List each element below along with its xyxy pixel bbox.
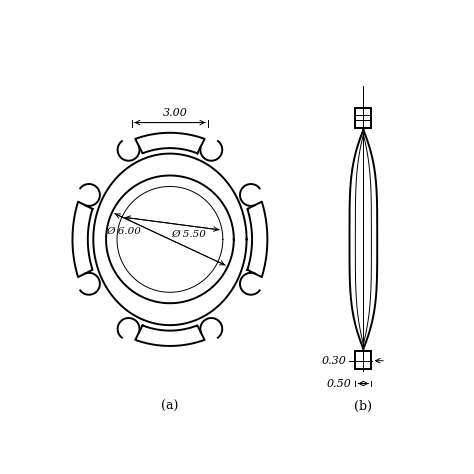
Text: Ø 6.00: Ø 6.00	[106, 227, 141, 236]
Text: (a): (a)	[161, 400, 179, 413]
Bar	[356, 351, 372, 369]
Bar	[356, 108, 372, 128]
Text: Ø 5.50: Ø 5.50	[171, 229, 206, 238]
Text: 3.00: 3.00	[163, 108, 188, 118]
Text: 0.30: 0.30	[322, 356, 347, 366]
Text: 0.50: 0.50	[327, 379, 352, 389]
Text: (b): (b)	[355, 400, 373, 413]
